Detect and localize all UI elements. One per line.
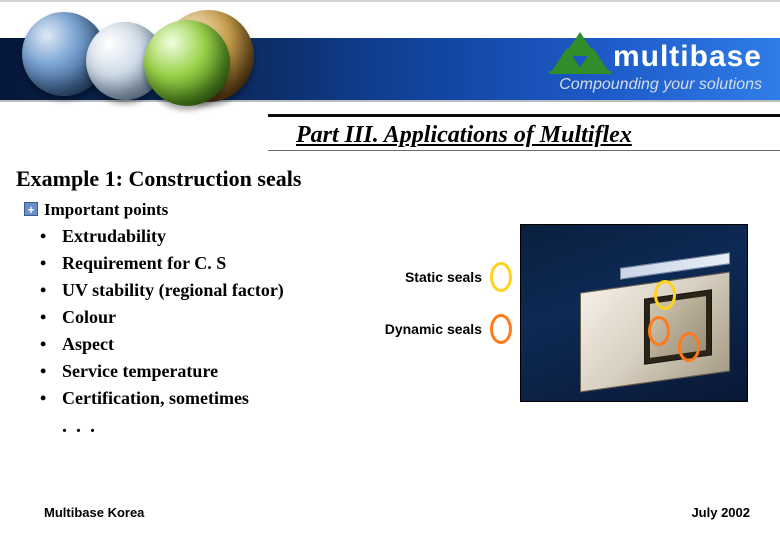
footer-left: Multibase Korea xyxy=(44,505,144,520)
callout-dynamic-icon xyxy=(648,316,670,346)
section-title: Part III. Applications of Multiflex xyxy=(296,122,632,149)
divider-bottom xyxy=(0,100,780,102)
list-item: Aspect xyxy=(62,334,284,355)
brand-name: multibase xyxy=(613,40,762,74)
brand-logo-icon xyxy=(551,32,609,74)
header-spheres-graphic xyxy=(22,8,282,100)
points-intro: + Important points xyxy=(24,200,168,220)
points-intro-label: Important points xyxy=(44,200,168,219)
section-rule-bottom xyxy=(268,150,780,151)
header-band: multibase Compounding your solutions xyxy=(0,0,780,108)
list-item: Requirement for C. S xyxy=(62,253,284,274)
sphere-green xyxy=(144,20,230,106)
legend-dynamic-swatch-icon xyxy=(490,314,512,344)
example-title: Example 1: Construction seals xyxy=(16,166,301,192)
bullet-list: Extrudability Requirement for C. S UV st… xyxy=(62,226,284,438)
footer-right: July 2002 xyxy=(691,505,750,520)
list-item: Service temperature xyxy=(62,361,284,382)
divider-top xyxy=(0,0,780,2)
figure-legend: Static seals Dynamic seals xyxy=(385,262,512,366)
legend-dynamic-label: Dynamic seals xyxy=(385,320,482,338)
brand-tagline: Compounding your solutions xyxy=(551,76,762,94)
callout-static-icon xyxy=(654,280,676,310)
list-item: Certification, sometimes xyxy=(62,388,284,409)
ellipsis: . . . xyxy=(62,415,284,438)
section-rule-top xyxy=(268,114,780,117)
callout-dynamic-icon xyxy=(678,332,700,362)
plus-icon: + xyxy=(24,202,38,216)
legend-static-swatch-icon xyxy=(490,262,512,292)
list-item: Colour xyxy=(62,307,284,328)
list-item: Extrudability xyxy=(62,226,284,247)
seal-figure xyxy=(520,224,748,402)
list-item: UV stability (regional factor) xyxy=(62,280,284,301)
legend-static-label: Static seals xyxy=(405,268,482,286)
brand-block: multibase Compounding your solutions xyxy=(551,8,762,94)
